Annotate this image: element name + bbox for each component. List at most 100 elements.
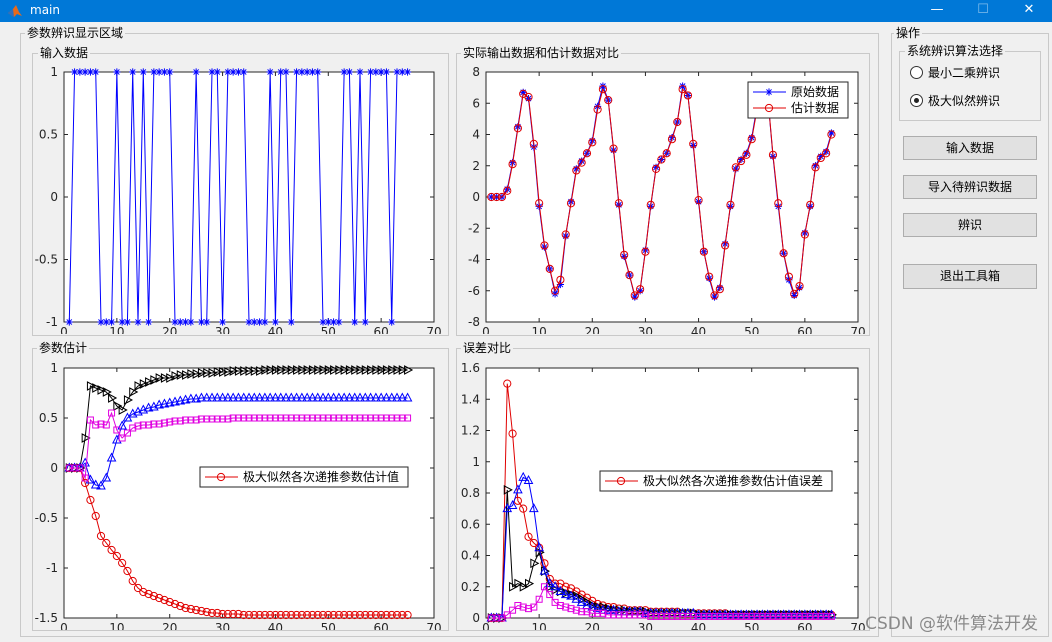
data-point bbox=[620, 611, 628, 619]
data-point bbox=[796, 612, 804, 620]
minimize-button[interactable]: — bbox=[930, 2, 944, 17]
data-point bbox=[144, 589, 153, 599]
data-point bbox=[577, 158, 586, 167]
data-point bbox=[404, 414, 412, 422]
data-point bbox=[503, 485, 513, 495]
ops-panel-title: 操作 bbox=[894, 26, 923, 40]
close-button[interactable]: ✕ bbox=[1023, 2, 1035, 17]
data-point bbox=[314, 68, 322, 76]
maximize-button[interactable]: ☐ bbox=[977, 2, 989, 17]
data-point bbox=[234, 68, 243, 76]
data-point bbox=[355, 392, 365, 402]
data-point bbox=[525, 605, 533, 613]
data-point bbox=[102, 538, 111, 548]
x-tick-label: 0 bbox=[60, 325, 68, 334]
series-line bbox=[69, 411, 408, 480]
data-point bbox=[238, 392, 249, 402]
legend: 极大似然各次递推参数估计值误差 bbox=[599, 470, 833, 492]
data-point bbox=[207, 392, 217, 402]
data-point bbox=[377, 414, 385, 422]
input-panel bbox=[32, 53, 449, 336]
y-tick-label: 0.6 bbox=[461, 517, 480, 531]
data-point bbox=[171, 371, 181, 381]
data-point bbox=[80, 457, 90, 467]
data-point bbox=[324, 414, 332, 422]
data-point bbox=[366, 68, 375, 76]
data-point bbox=[388, 414, 396, 422]
radio-mle-circle[interactable] bbox=[910, 94, 923, 107]
data-point bbox=[598, 85, 608, 94]
x-tick-label: 20 bbox=[585, 325, 600, 334]
data-point bbox=[630, 291, 639, 300]
data-point bbox=[694, 196, 703, 205]
data-point bbox=[281, 610, 291, 620]
data-point bbox=[228, 392, 238, 402]
data-point bbox=[245, 366, 255, 376]
data-point bbox=[695, 612, 703, 620]
display-area-title: 参数辨识显示区域 bbox=[25, 26, 126, 40]
data-point bbox=[250, 610, 259, 620]
radio-lsq-circle[interactable] bbox=[910, 66, 923, 79]
data-point bbox=[240, 68, 248, 76]
x-tick-label: 50 bbox=[744, 621, 759, 630]
exit-toolbox-button[interactable]: 退出工具箱 bbox=[903, 264, 1037, 289]
import-data-button[interactable]: 导入待辨识数据 bbox=[903, 175, 1037, 199]
data-point bbox=[497, 192, 507, 202]
legend-marker bbox=[765, 88, 773, 96]
data-point bbox=[155, 593, 164, 603]
data-point bbox=[319, 318, 327, 326]
data-point bbox=[351, 318, 359, 326]
y-tick-label: 0.2 bbox=[461, 580, 480, 594]
data-point bbox=[319, 414, 327, 422]
y-tick-label: -2 bbox=[468, 221, 480, 235]
data-point bbox=[314, 365, 324, 375]
data-point bbox=[329, 610, 338, 620]
data-point bbox=[229, 414, 237, 422]
params-panel bbox=[32, 348, 449, 631]
data-point bbox=[260, 610, 269, 620]
identify-button[interactable]: 辨识 bbox=[903, 213, 1037, 237]
data-point bbox=[192, 605, 201, 615]
y-tick-label: -1 bbox=[46, 315, 58, 329]
data-point bbox=[689, 139, 698, 148]
data-point bbox=[731, 163, 740, 172]
data-point bbox=[366, 610, 375, 620]
data-point bbox=[404, 365, 414, 375]
data-point bbox=[81, 474, 89, 482]
data-point bbox=[508, 160, 517, 169]
data-point bbox=[277, 414, 285, 422]
x-tick-label: 30 bbox=[638, 325, 653, 334]
x-tick-label: 20 bbox=[162, 621, 177, 630]
data-point bbox=[392, 392, 402, 402]
data-point bbox=[758, 612, 766, 620]
data-point bbox=[335, 318, 343, 326]
data-point bbox=[255, 610, 264, 620]
data-point bbox=[102, 421, 110, 429]
data-point bbox=[133, 583, 143, 593]
radio-lsq[interactable]: 最小二乘辨识 bbox=[910, 64, 1000, 81]
data-point bbox=[113, 401, 123, 411]
data-point bbox=[356, 414, 364, 422]
data-point bbox=[113, 68, 121, 76]
data-point bbox=[503, 379, 512, 388]
data-point bbox=[245, 318, 253, 326]
data-point bbox=[509, 606, 517, 614]
data-point bbox=[801, 612, 809, 620]
data-point bbox=[636, 287, 644, 295]
radio-mle[interactable]: 极大似然辨识 bbox=[910, 92, 1000, 109]
data-point bbox=[65, 318, 73, 326]
x-tick-label: 50 bbox=[744, 325, 759, 334]
data-point bbox=[594, 609, 602, 617]
input-data-button[interactable]: 输入数据 bbox=[903, 136, 1037, 160]
data-point bbox=[86, 495, 95, 505]
data-point bbox=[710, 293, 719, 301]
ops-panel bbox=[891, 33, 1049, 637]
data-point bbox=[293, 414, 301, 422]
data-point bbox=[92, 68, 100, 76]
data-point bbox=[571, 593, 582, 603]
data-point bbox=[393, 365, 403, 375]
data-point bbox=[742, 149, 750, 157]
y-tick-label: 0 bbox=[50, 461, 58, 475]
data-point bbox=[250, 318, 258, 326]
